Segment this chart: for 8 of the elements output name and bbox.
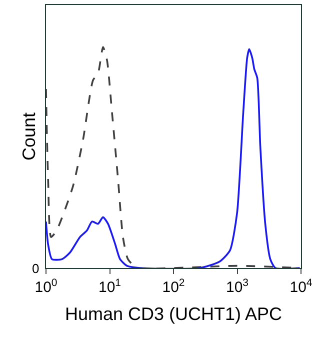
x-tick-label: 10$^{3}$ — [226, 276, 249, 296]
y-axis-title: Count — [19, 112, 40, 161]
x-tick-label: 10$^{4}$ — [290, 276, 312, 296]
x-tick-label: 10$^{2}$ — [162, 276, 185, 296]
text: 0 — [32, 261, 40, 276]
x-tick-label: 10$^{0}$ — [34, 276, 58, 296]
x-tick-label: 10$^{1}$ — [98, 276, 122, 296]
x-axis-title: Human CD3 (UCHT1) APC — [64, 304, 282, 324]
